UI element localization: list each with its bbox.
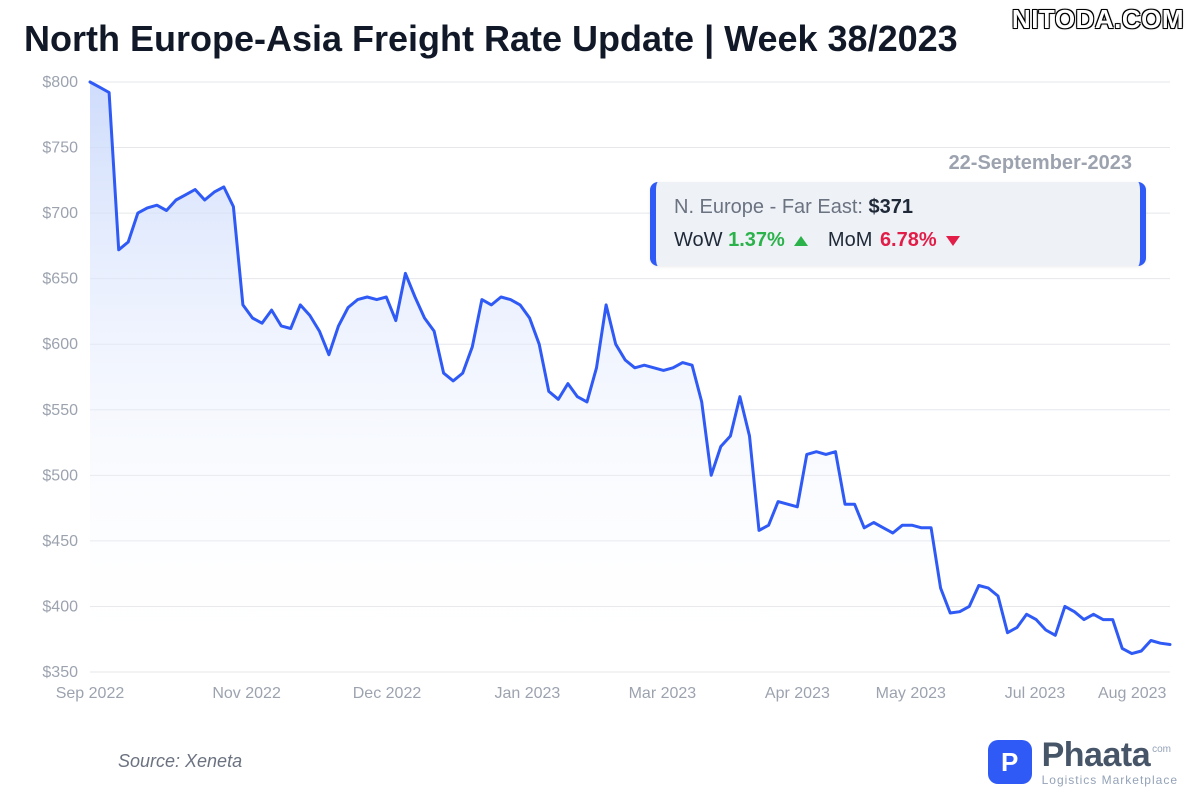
- route-label: N. Europe - Far East:: [674, 196, 863, 218]
- svg-text:$450: $450: [42, 533, 78, 550]
- svg-text:$350: $350: [42, 664, 78, 681]
- wow-pct: 1.37%: [728, 229, 785, 251]
- svg-text:Jan 2023: Jan 2023: [494, 685, 560, 702]
- svg-text:Aug 2023: Aug 2023: [1098, 685, 1167, 702]
- info-date: 22-September-2023: [949, 152, 1132, 175]
- source-credit: Source: Xeneta: [118, 751, 242, 772]
- svg-text:$800: $800: [42, 74, 78, 91]
- svg-text:$700: $700: [42, 205, 78, 222]
- logo-suffix: com: [1152, 744, 1171, 755]
- route-value: $371: [869, 196, 914, 218]
- svg-text:$400: $400: [42, 598, 78, 615]
- svg-text:Jul 2023: Jul 2023: [1005, 685, 1066, 702]
- mom-pct: 6.78%: [880, 229, 937, 251]
- page-title: North Europe-Asia Freight Rate Update | …: [24, 18, 1176, 60]
- freight-rate-chart: $350 $400 $450 $500 $550 $600 $650 $700 $750 $800…: [20, 72, 1180, 712]
- svg-text:Mar 2023: Mar 2023: [629, 685, 697, 702]
- brand-logo: P Phaatacom Logistics Marketplace: [988, 738, 1178, 786]
- wow-label: WoW: [674, 229, 723, 251]
- svg-text:May 2023: May 2023: [876, 685, 946, 702]
- svg-text:$500: $500: [42, 467, 78, 484]
- logo-text: Phaatacom Logistics Marketplace: [1042, 738, 1178, 786]
- svg-text:$550: $550: [42, 402, 78, 419]
- svg-text:Apr 2023: Apr 2023: [765, 685, 830, 702]
- info-route: N. Europe - Far East: $371: [674, 196, 1122, 219]
- mom-label: MoM: [828, 229, 872, 251]
- logo-tagline: Logistics Marketplace: [1042, 774, 1178, 786]
- logo-badge-icon: P: [988, 740, 1032, 784]
- info-stats: WoW 1.37% MoM 6.78%: [674, 229, 1122, 252]
- logo-name: Phaata: [1042, 736, 1151, 774]
- wow-arrow-icon: [794, 236, 808, 246]
- svg-text:$650: $650: [42, 271, 78, 288]
- svg-text:Sep 2022: Sep 2022: [56, 685, 125, 702]
- svg-text:Nov 2022: Nov 2022: [212, 685, 281, 702]
- mom-arrow-icon: [946, 236, 960, 246]
- info-card: N. Europe - Far East: $371 WoW 1.37% MoM…: [650, 182, 1146, 266]
- svg-text:$750: $750: [42, 140, 78, 157]
- svg-text:$600: $600: [42, 336, 78, 353]
- svg-text:Dec 2022: Dec 2022: [353, 685, 422, 702]
